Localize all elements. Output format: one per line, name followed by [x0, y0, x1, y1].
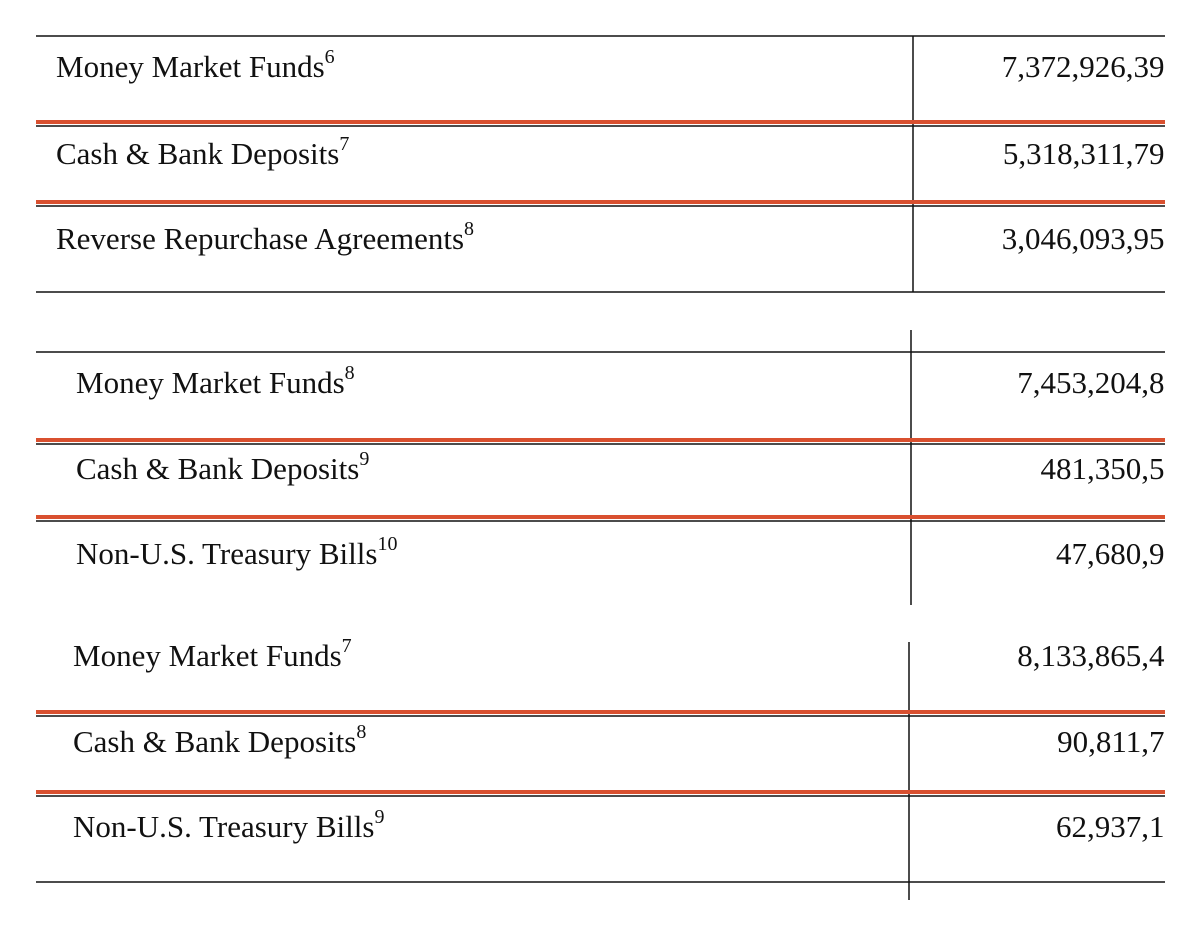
row-value: 5,318,311,794	[1003, 136, 1181, 171]
label-text: Non-U.S. Treasury Bills	[73, 809, 374, 844]
row-label: Cash & Bank Deposits9	[76, 448, 369, 487]
row-value: 7,372,926,391	[1002, 49, 1180, 84]
label-text: Non-U.S. Treasury Bills	[76, 536, 377, 571]
footnote: 8	[464, 218, 474, 240]
row-label: Non-U.S. Treasury Bills9	[73, 806, 384, 845]
footnote: 8	[345, 362, 355, 384]
row-label: Money Market Funds8	[76, 362, 355, 401]
row-value: 62,937,17	[1056, 809, 1180, 844]
row-label: Reverse Repurchase Agreements8	[56, 218, 474, 257]
footnote: 9	[359, 448, 369, 470]
row-value: 7,453,204,89	[1017, 365, 1180, 400]
row-value: 481,350,55	[1041, 451, 1181, 486]
label-text: Cash & Bank Deposits	[73, 724, 356, 759]
footnote: 6	[325, 46, 335, 68]
label-text: Money Market Funds	[76, 365, 345, 400]
footnote: 7	[339, 133, 349, 155]
row-label: Cash & Bank Deposits7	[56, 133, 349, 172]
footnote: 9	[374, 806, 384, 828]
label-text: Money Market Funds	[73, 638, 342, 673]
row-label: Money Market Funds7	[73, 635, 352, 674]
label-text: Cash & Bank Deposits	[56, 136, 339, 171]
label-text: Reverse Repurchase Agreements	[56, 221, 464, 256]
row-value: 3,046,093,954	[1002, 221, 1181, 256]
footnote: 10	[377, 533, 397, 555]
label-text: Money Market Funds	[56, 49, 325, 84]
row-value: 47,680,94	[1056, 536, 1181, 571]
footnote: 7	[342, 635, 352, 657]
row-value: 90,811,79	[1057, 724, 1180, 759]
row-label: Non-U.S. Treasury Bills10	[76, 533, 397, 572]
row-value: 8,133,865,42	[1017, 638, 1180, 673]
row-label: Cash & Bank Deposits8	[73, 721, 366, 760]
footnote: 8	[356, 721, 366, 743]
row-label: Money Market Funds6	[56, 46, 335, 85]
label-text: Cash & Bank Deposits	[76, 451, 359, 486]
